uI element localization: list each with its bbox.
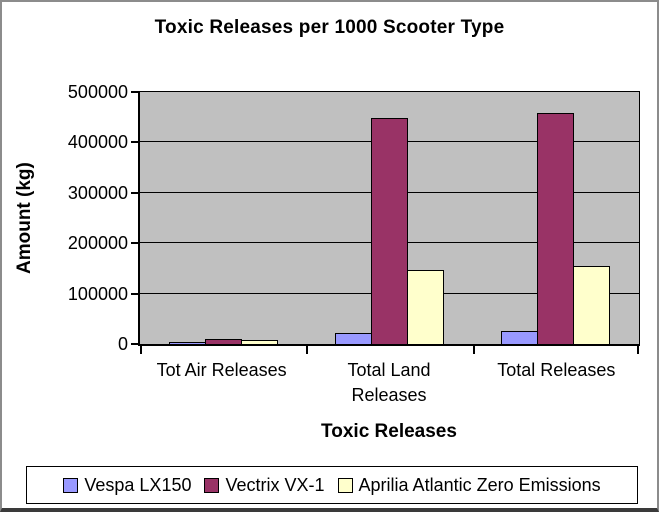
plot-area [131,91,640,354]
bar-aprilia-atlantic-zero-emissions [573,266,611,344]
x-axis-title: Toxic Releases [321,421,457,442]
bar-aprilia-atlantic-zero-emissions [406,270,444,344]
x-axis-category-labels: Tot Air Releases Total Land Releases Total… [138,358,640,408]
y-tickmark [131,343,138,345]
x-tickmark [473,346,475,354]
bar-vectrix-vx-1 [204,339,242,344]
legend: Vespa LX150 Vectrix VX-1 Aprilia Atlantic … [26,466,638,504]
y-tick-label: 500000 [67,82,128,102]
legend-label: Aprilia Atlantic Zero Emissions [358,474,601,495]
y-tickmark [131,293,138,295]
bar-vectrix-vx-1 [370,118,408,344]
legend-label: Vespa LX150 [84,474,192,495]
bar-vectrix-vx-1 [537,113,575,344]
x-tickmark [140,346,142,354]
legend-swatch-icon [63,477,79,493]
legend-label: Vectrix VX-1 [225,474,325,495]
y-tick-label: 100000 [67,284,128,304]
legend-swatch-icon [337,477,353,493]
y-tick-label: 300000 [67,183,128,203]
legend-item: Vectrix VX-1 [204,474,325,496]
bar-group-1 [140,92,306,344]
y-tick-label: 400000 [67,132,128,152]
y-tick-label: 200000 [67,233,128,253]
y-axis-tick-labels: 0 100000 200000 300000 400000 500000 [2,82,128,354]
y-tickmark [131,242,138,244]
bar-aprilia-atlantic-zero-emissions [240,340,278,344]
y-tickmark [131,141,138,143]
chart-title: Toxic Releases per 1000 Scooter Type [154,17,505,38]
bar-vespa-lx150 [501,331,539,344]
y-tickmark [131,91,138,93]
bar-group-2 [306,92,472,344]
bar-vespa-lx150 [334,333,372,344]
y-tick-label: 0 [117,334,128,354]
x-tickmark [306,346,308,354]
x-tickmark [637,346,639,354]
bar-group-3 [473,92,639,344]
legend-item: Aprilia Atlantic Zero Emissions [337,474,601,496]
x-category-label: Total Land Releases [347,360,431,405]
bar-vespa-lx150 [168,342,206,344]
y-tickmark [131,192,138,194]
x-category-label: Tot Air Releases [156,360,287,380]
legend-item: Vespa LX150 [63,475,191,496]
legend-swatch-icon [204,477,220,493]
x-category-label: Total Releases [497,360,616,380]
